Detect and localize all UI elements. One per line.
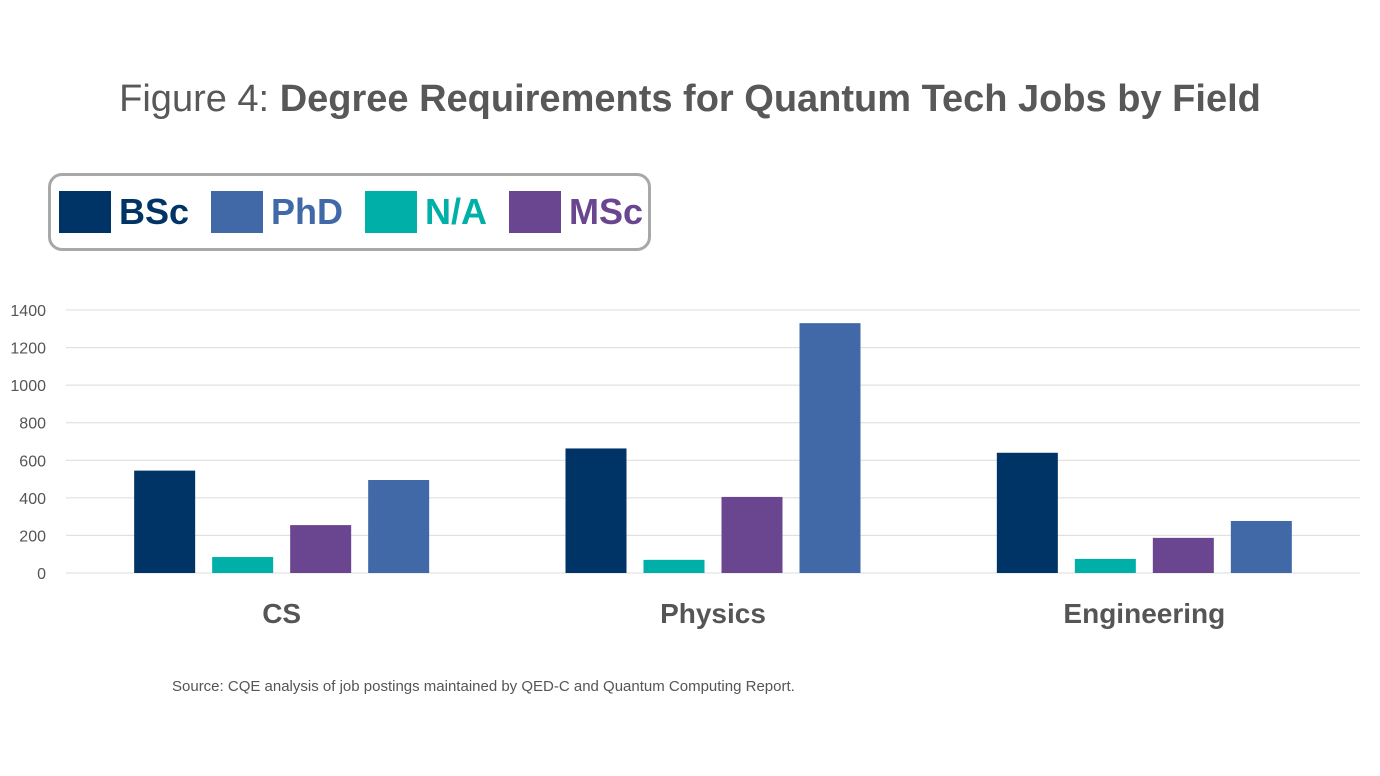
- legend-label: N/A: [425, 191, 488, 232]
- legend-item-bsc: BSc: [59, 191, 189, 233]
- bar-cs-bsc: [134, 470, 196, 573]
- y-tick-label: 1000: [10, 378, 46, 395]
- bar-physics-phd: [799, 323, 861, 573]
- y-tick-label: 0: [37, 566, 46, 583]
- y-tick-label: 200: [19, 528, 46, 545]
- bar-chart: 0 200 400 600 800 1000 1200 1400 CS Physics Engine…: [10, 303, 1360, 629]
- bar-physics-bsc: [565, 448, 627, 573]
- y-tick-label: 1400: [10, 303, 46, 320]
- bar-engineering-na: [1074, 558, 1136, 573]
- legend-item-msc: MSc: [509, 191, 643, 233]
- y-tick-label: 800: [19, 416, 46, 433]
- x-tick-label: Engineering: [1063, 598, 1225, 629]
- legend-label: BSc: [119, 191, 190, 232]
- bar-engineering-msc: [1152, 537, 1214, 573]
- bar-physics-na: [643, 559, 705, 573]
- title-prefix: Figure 4:: [119, 78, 280, 120]
- legend-swatch: [509, 191, 562, 233]
- bar-cs-na: [212, 557, 274, 573]
- bar-engineering-bsc: [996, 452, 1058, 573]
- legend-label: PhD: [271, 191, 344, 232]
- legend: BSc PhD N/A MSc: [48, 173, 651, 251]
- chart-title: Figure 4: Degree Requirements for Quantu…: [0, 78, 1380, 121]
- bar-cs-msc: [290, 525, 352, 573]
- legend-swatch: [211, 191, 264, 233]
- bar-cs-phd: [368, 480, 430, 573]
- y-tick-label: 1200: [10, 341, 46, 358]
- source-note: Source: CQE analysis of job postings mai…: [172, 678, 795, 695]
- title-main: Degree Requirements for Quantum Tech Job…: [279, 78, 1261, 120]
- x-tick-label: CS: [262, 598, 301, 629]
- legend-label: MSc: [569, 191, 644, 232]
- bar-physics-msc: [721, 496, 783, 573]
- legend-item-na: N/A: [365, 191, 487, 233]
- bar-engineering-phd: [1230, 520, 1292, 573]
- legend-swatch: [365, 191, 418, 233]
- y-tick-label: 600: [19, 453, 46, 470]
- legend-item-phd: PhD: [211, 191, 343, 233]
- legend-swatch: [59, 191, 111, 233]
- x-tick-label: Physics: [660, 598, 766, 629]
- y-tick-label: 400: [19, 491, 46, 508]
